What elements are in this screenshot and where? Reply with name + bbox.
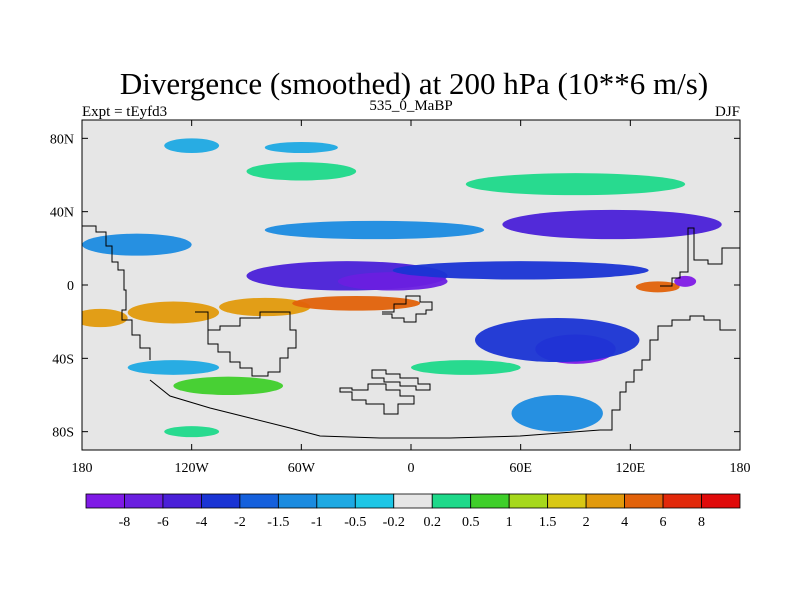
- anomaly-region-12: [635, 281, 680, 293]
- anomaly-region-21: [264, 142, 338, 153]
- coastline-africa: [382, 295, 433, 323]
- colorbar-label-11: 1.5: [539, 515, 557, 530]
- colorbar-swatch-3: [201, 493, 241, 509]
- anomaly-region-19: [164, 426, 220, 438]
- x-tick-label-2: 60W: [288, 461, 316, 476]
- colorbar-swatch-16: [701, 493, 741, 509]
- anomaly-region-10: [82, 308, 128, 328]
- coastline-indonesia: [660, 227, 740, 287]
- anomaly-region-15: [474, 318, 640, 362]
- colorbar-label-9: 0.5: [462, 515, 480, 530]
- coastlines: [82, 225, 740, 439]
- colorbar-label-6: -0.5: [344, 515, 366, 530]
- colorbar-swatch-0: [85, 493, 125, 509]
- colorbar-label-4: -1.5: [267, 515, 289, 530]
- colorbar-swatch-15: [662, 493, 702, 509]
- anomaly-region-7: [246, 162, 357, 181]
- coastline-south-america: [195, 311, 297, 377]
- anomaly-region-2: [392, 261, 649, 280]
- colorbar-label-12: 2: [583, 515, 590, 530]
- y-tick-label-0: 80N: [50, 132, 74, 147]
- coastline-australia: [600, 315, 736, 431]
- anomaly-region-6: [465, 173, 686, 196]
- colorbar-swatch-1: [124, 493, 164, 509]
- colorbar-swatch-13: [585, 493, 625, 509]
- colorbar-label-7: -0.2: [383, 515, 405, 530]
- anomaly-region-3: [502, 209, 722, 240]
- anomaly-region-5: [264, 220, 485, 240]
- anomaly-region-1: [337, 272, 448, 291]
- y-tick-label-3: 40S: [52, 352, 74, 367]
- colorbar-swatch-12: [547, 493, 587, 509]
- colorbar-swatch-5: [277, 493, 318, 509]
- x-tick-label-5: 120E: [616, 461, 646, 476]
- x-tick-label-6: 180: [730, 461, 751, 476]
- colorbar-label-1: -6: [157, 515, 169, 530]
- axis-ticks: 180 120W 60W 0 60E 120E 180 80N 40N 0 40S 80S: [50, 120, 751, 476]
- anomaly-region-22: [164, 138, 220, 154]
- anomaly-region-11: [292, 296, 421, 311]
- divergence-field: [82, 138, 722, 438]
- colorbar-label-5: -1: [311, 515, 323, 530]
- colorbar-label-13: 4: [621, 515, 628, 530]
- colorbar-swatch-7: [354, 493, 395, 509]
- anomaly-region-4: [82, 233, 192, 256]
- colorbar-label-14: 6: [660, 515, 667, 530]
- colorbar: -8 -6 -4 -2 -1.5 -1 -0.5 -0.2 0.2 0.5 1 1.5 2 4 6 8: [85, 493, 741, 530]
- colorbar-swatch-11: [508, 493, 549, 509]
- chart-title: Divergence (smoothed) at 200 hPa (10**6 …: [120, 66, 708, 101]
- colorbar-label-2: -4: [196, 515, 208, 530]
- colorbar-swatch-4: [239, 493, 279, 509]
- colorbar-swatch-6: [316, 493, 356, 509]
- y-tick-label-2: 0: [67, 279, 74, 294]
- colorbar-label-3: -2: [234, 515, 246, 530]
- anomaly-region-8: [219, 297, 311, 317]
- colorbar-label-8: 0.2: [423, 515, 441, 530]
- y-tick-label-1: 40N: [50, 206, 74, 221]
- anomaly-region-17: [127, 360, 220, 375]
- x-tick-label-1: 120W: [175, 461, 210, 476]
- anomaly-region-18: [411, 360, 521, 375]
- coastline-antarctic-rim: [149, 379, 601, 439]
- colorbar-label-15: 8: [698, 515, 705, 530]
- x-tick-label-4: 60E: [509, 461, 532, 476]
- coastline-antarctica-west: [371, 369, 431, 391]
- colorbar-swatch-9: [431, 493, 472, 509]
- x-tick-label-0: 180: [72, 461, 93, 476]
- colorbar-swatch-10: [470, 493, 510, 509]
- x-tick-label-3: 0: [408, 461, 415, 476]
- colorbar-swatch-8: [393, 493, 433, 509]
- colorbar-label-10: 1: [506, 515, 513, 530]
- run-label: 535_0_MaBP: [369, 98, 452, 114]
- coastline-antarctica-east: [339, 383, 415, 415]
- coastline-north-america: [82, 225, 151, 360]
- anomaly-region-9: [127, 301, 220, 324]
- experiment-label: Expt = tEyfd3: [82, 104, 167, 120]
- colorbar-swatch-14: [624, 493, 664, 509]
- anomaly-region-20: [511, 395, 603, 432]
- colorbar-label-0: -8: [119, 515, 131, 530]
- colorbar-swatch-2: [162, 493, 202, 509]
- anomaly-region-16: [173, 376, 284, 396]
- anomaly-region-13: [674, 275, 697, 287]
- season-label: DJF: [715, 104, 740, 120]
- y-tick-label-4: 80S: [52, 426, 74, 441]
